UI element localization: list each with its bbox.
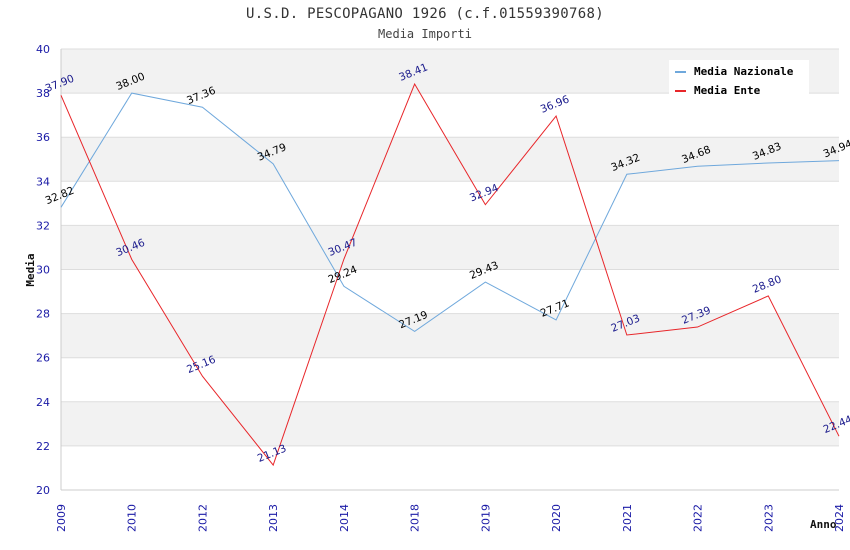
series-line-media-ente bbox=[60, 82, 840, 467]
y-tick-label: 26 bbox=[36, 352, 50, 365]
grid-band bbox=[61, 401, 839, 446]
legend: Media Nazionale Media Ente bbox=[669, 60, 809, 98]
x-tick-label: 2019 bbox=[479, 504, 492, 532]
y-tick-label: 36 bbox=[36, 131, 50, 144]
x-tick-label: 2013 bbox=[267, 504, 280, 532]
y-tick-label: 34 bbox=[36, 175, 50, 188]
series-line-media-nazionale bbox=[60, 92, 840, 333]
x-tick-label: 2014 bbox=[338, 504, 351, 532]
legend-label: Media Nazionale bbox=[694, 65, 794, 78]
y-axis-label: Media bbox=[24, 253, 37, 286]
grid-band bbox=[61, 225, 839, 270]
chart-title: U.S.D. PESCOPAGANO 1926 (c.f.01559390768… bbox=[246, 6, 604, 22]
x-tick-label: 2021 bbox=[621, 504, 634, 532]
y-tick-label: 30 bbox=[36, 264, 50, 277]
chart-subtitle: Media Importi bbox=[378, 27, 472, 41]
y-tick-label: 38 bbox=[36, 87, 50, 100]
grid-band bbox=[61, 357, 839, 402]
legend-box bbox=[669, 60, 809, 98]
y-tick-label: 22 bbox=[36, 440, 50, 453]
grid-band bbox=[61, 93, 839, 138]
grid-band bbox=[61, 313, 839, 358]
y-tick-label: 20 bbox=[36, 484, 50, 497]
y-tick-label: 32 bbox=[36, 219, 50, 232]
x-tick-label: 2010 bbox=[126, 504, 139, 532]
grid-band bbox=[61, 181, 839, 226]
grid-bands bbox=[61, 49, 839, 490]
y-tick-label: 28 bbox=[36, 308, 50, 321]
legend-label: Media Ente bbox=[694, 84, 761, 97]
x-tick-label: 2024 bbox=[833, 504, 846, 532]
x-tick-label: 2020 bbox=[550, 504, 563, 532]
y-tick-label: 40 bbox=[36, 43, 50, 56]
x-tick-labels: 2009 2010 2012 2013 2014 2018 2019 2020 2021 2022… bbox=[55, 504, 846, 532]
x-tick-label: 2012 bbox=[196, 504, 209, 532]
x-tick-label: 2009 bbox=[55, 504, 68, 532]
y-tick-labels: 20 22 24 26 28 30 32 34 36 38 40 bbox=[36, 43, 50, 497]
x-tick-label: 2022 bbox=[692, 504, 705, 532]
y-tick-label: 24 bbox=[36, 396, 50, 409]
axes bbox=[60, 49, 839, 491]
x-tick-label: 2023 bbox=[762, 504, 775, 532]
x-tick-label: 2018 bbox=[409, 504, 422, 532]
series-lines bbox=[60, 82, 840, 467]
grid-band bbox=[61, 445, 839, 490]
x-axis-label: Anno bbox=[810, 518, 837, 531]
